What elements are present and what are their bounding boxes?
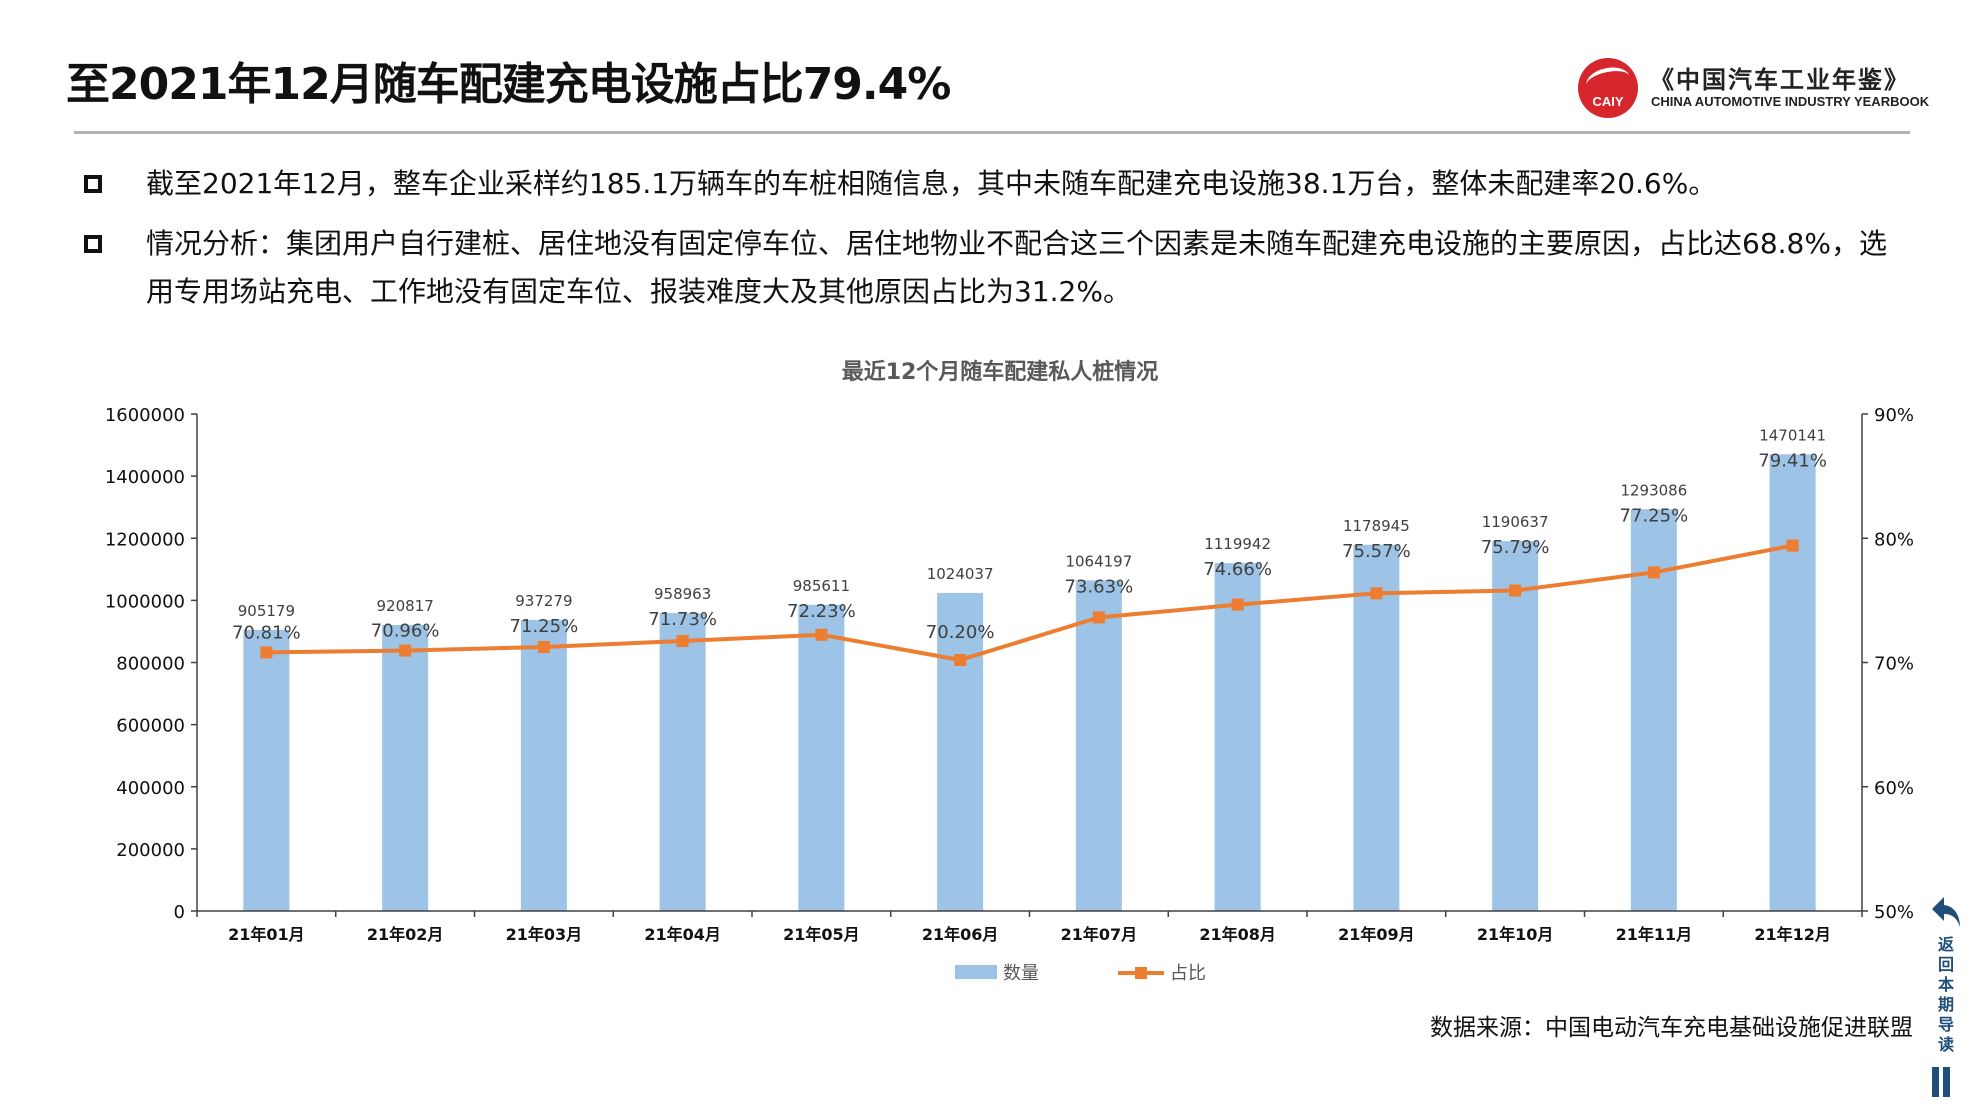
bar-value-label: 1119942 — [1204, 535, 1271, 553]
bullet-list: 截至2021年12月，整车企业采样约185.1万辆车的车桩相随信息，其中未随车配… — [84, 160, 1904, 328]
chart-title: 最近12个月随车配建私人桩情况 — [841, 360, 1159, 385]
bar-value-label: 937279 — [515, 592, 572, 610]
x-tick-label: 21年04月 — [644, 925, 721, 944]
ratio-data-label: 73.63% — [1065, 576, 1134, 597]
bar — [798, 604, 845, 911]
ratio-data-label: 72.23% — [787, 601, 856, 622]
ratio-data-label: 77.25% — [1620, 505, 1689, 526]
line-point — [1509, 584, 1522, 597]
back-arrow-icon — [1932, 897, 1960, 927]
ratio-series-line — [266, 543, 1794, 663]
bar — [1769, 454, 1816, 911]
bar-value-label: 1470141 — [1759, 426, 1826, 444]
right-tick-label: 50% — [1874, 902, 1914, 923]
line-point — [1370, 587, 1383, 600]
left-tick-label: 1400000 — [105, 467, 185, 488]
ratio-data-label: 71.25% — [510, 616, 579, 637]
caiy-logo: CAIY 《中国汽车工业年鉴》 CHINA AUTOMOTIVE INDUSTR… — [1578, 58, 1929, 120]
square-bullet-icon — [84, 175, 102, 193]
bar — [1214, 563, 1261, 911]
bar-value-label: 958963 — [654, 585, 711, 603]
left-tick-label: 400000 — [116, 778, 185, 799]
line-point — [1647, 566, 1660, 579]
x-tick-label: 21年10月 — [1477, 925, 1554, 944]
x-tick-label: 21年08月 — [1199, 925, 1276, 944]
bar — [937, 592, 984, 911]
left-tick-label: 200000 — [116, 840, 185, 861]
x-tick-label: 21年11月 — [1616, 925, 1693, 944]
bullet-item: 截至2021年12月，整车企业采样约185.1万辆车的车桩相随信息，其中未随车配… — [84, 160, 1904, 208]
x-tick-label: 21年07月 — [1061, 925, 1138, 944]
bar — [243, 629, 290, 911]
ratio-data-label: 79.41% — [1758, 450, 1827, 471]
logo-title-en: CHINA AUTOMOTIVE INDUSTRY YEARBOOK — [1651, 94, 1930, 109]
bullet-item: 情况分析：集团用户自行建桩、居住地没有固定停车位、居住地物业不配合这三个因素是未… — [84, 220, 1904, 316]
left-tick-label: 0 — [174, 902, 185, 923]
ratio-data-label: 75.57% — [1342, 541, 1411, 562]
line-point — [954, 654, 967, 667]
title-divider — [74, 131, 1910, 134]
bar — [1353, 544, 1400, 911]
page-title: 至2021年12月随车配建充电设施占比79.4% — [66, 59, 951, 110]
bar-value-label: 920817 — [376, 597, 433, 615]
right-tick-label: 90% — [1874, 405, 1914, 426]
left-tick-label: 1200000 — [105, 529, 185, 550]
left-tick-label: 800000 — [116, 654, 185, 675]
bar-value-label: 905179 — [238, 602, 295, 620]
legend-swatch-marker — [1135, 967, 1147, 979]
caiy-logo-mark-text: CAIY — [1592, 94, 1624, 109]
x-tick-label: 21年03月 — [506, 925, 583, 944]
left-tick-label: 600000 — [116, 716, 185, 737]
bar-value-label: 1024037 — [927, 565, 994, 583]
legend-label-quantity: 数量 — [1003, 963, 1039, 984]
square-bullet-icon — [84, 235, 102, 253]
bars-icon — [1932, 1067, 1954, 1097]
x-tick-label: 21年02月 — [367, 925, 444, 944]
line-point — [260, 646, 273, 659]
line-point — [399, 644, 412, 657]
legend-label-ratio: 占比 — [1170, 963, 1206, 984]
line-point — [815, 628, 828, 641]
source-note: 数据来源：中国电动汽车充电基础设施促进联盟 — [1430, 1015, 1913, 1041]
line-point — [1092, 611, 1105, 624]
line-point — [1786, 539, 1799, 552]
logo-title-cn: 《中国汽车工业年鉴》 — [1650, 66, 1910, 94]
bar-value-label: 1178945 — [1343, 517, 1410, 535]
line-point — [676, 635, 689, 648]
bullet-text: 情况分析：集团用户自行建桩、居住地没有固定停车位、居住地物业不配合这三个因素是未… — [146, 227, 1887, 308]
back-to-contents-button[interactable]: 返回本期导读 — [1926, 895, 1966, 1105]
bar — [659, 613, 706, 911]
x-tick-label: 21年05月 — [783, 925, 860, 944]
line-point — [1231, 598, 1244, 611]
bar-value-label: 1293086 — [1620, 481, 1687, 499]
ratio-data-label: 70.81% — [232, 622, 301, 643]
bar-value-label: 1190637 — [1482, 513, 1549, 531]
right-tick-label: 70% — [1874, 654, 1914, 675]
bar-value-label: 1064197 — [1065, 552, 1132, 570]
x-tick-label: 21年06月 — [922, 925, 999, 944]
ratio-data-label: 71.73% — [648, 609, 717, 630]
right-tick-label: 80% — [1874, 529, 1914, 550]
ratio-data-label: 75.79% — [1481, 537, 1550, 558]
legend-swatch-bar — [955, 965, 997, 979]
ratio-data-label: 74.66% — [1203, 559, 1272, 580]
left-tick-label: 1600000 — [105, 405, 185, 426]
bar — [382, 624, 429, 911]
line-point — [537, 640, 550, 653]
bullet-text: 截至2021年12月，整车企业采样约185.1万辆车的车桩相随信息，其中未随车配… — [146, 167, 1717, 200]
bar — [520, 619, 567, 911]
combo-chart: 0 200000 400000 600000 800000 1000000 1200000 1… — [105, 405, 1914, 984]
right-tick-label: 60% — [1874, 778, 1914, 799]
left-tick-label: 1000000 — [105, 591, 185, 612]
back-to-contents-label: 返回本期导读 — [1937, 935, 1954, 1054]
x-tick-label: 21年12月 — [1754, 925, 1831, 944]
x-tick-label: 21年01月 — [228, 925, 305, 944]
ratio-data-label: 70.20% — [926, 622, 995, 643]
bar-value-label: 985611 — [793, 577, 850, 595]
bar — [1075, 580, 1122, 911]
caiy-logo-mark: CAIY — [1578, 58, 1638, 118]
bar — [1492, 541, 1539, 911]
x-tick-label: 21年09月 — [1338, 925, 1415, 944]
ratio-data-label: 70.96% — [371, 621, 440, 642]
